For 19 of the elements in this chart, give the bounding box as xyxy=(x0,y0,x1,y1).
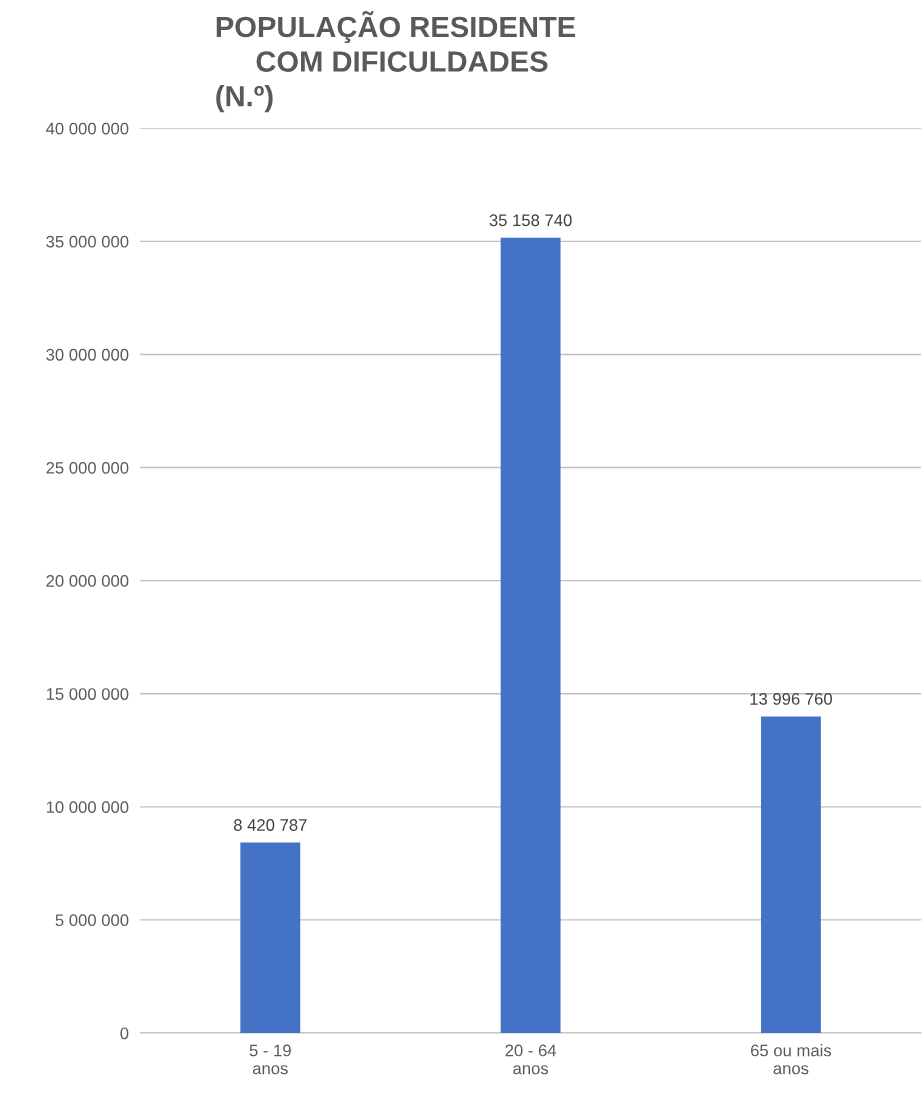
x-tick-label: 20 - 64 anos xyxy=(505,1044,557,1075)
y-tick-label: 30 000 000 xyxy=(46,348,129,361)
bar xyxy=(500,237,561,1033)
y-tick-label: 0 xyxy=(120,1027,129,1040)
x-tick-label: 5 - 19 anos xyxy=(249,1044,291,1075)
data-label: 13 996 760 xyxy=(750,693,832,705)
y-tick-label: 10 000 000 xyxy=(46,801,129,814)
bar xyxy=(240,842,301,1033)
y-tick-label: 15 000 000 xyxy=(46,688,129,700)
y-tick-label: 35 000 000 xyxy=(46,235,129,248)
y-tick-label: 20 000 000 xyxy=(46,575,129,587)
data-label: 8 420 787 xyxy=(233,819,307,831)
y-tick-label: 5 000 000 xyxy=(55,914,129,927)
chart-title: POPULAÇÃO RESIDENTE COM DIFICULDADES (N.º) xyxy=(216,11,576,113)
x-tick-label: 65 ou mais anos xyxy=(751,1044,832,1075)
y-tick-label: 25 000 000 xyxy=(46,461,129,474)
y-tick-label: 40 000 000 xyxy=(46,122,129,135)
bar xyxy=(760,716,821,1033)
data-label: 35 158 740 xyxy=(489,214,572,227)
